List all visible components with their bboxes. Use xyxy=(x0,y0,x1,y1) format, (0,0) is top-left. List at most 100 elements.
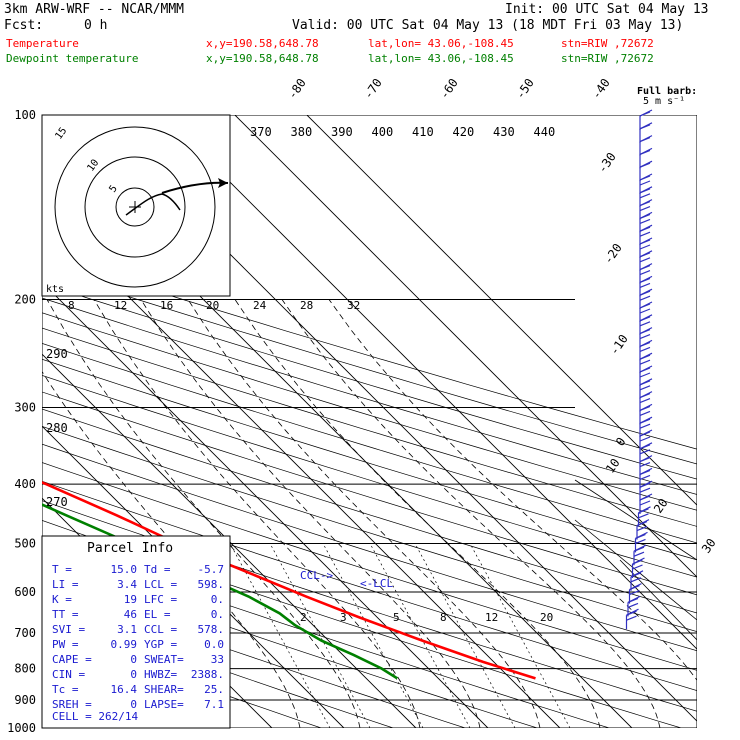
mixing-ratio-top-label: 24 xyxy=(253,299,267,312)
parcel-info-cell: 0 xyxy=(130,653,137,666)
wind-barb xyxy=(639,186,653,207)
parcel-info-cell: 0. xyxy=(211,593,224,606)
parcel-info-cell: 0.0 xyxy=(204,638,224,651)
dry-adiabat-line xyxy=(42,327,697,527)
theta-tick-label: 420 xyxy=(453,125,475,139)
dewpoint-legend-location: x,y=190.58,648.78 xyxy=(206,52,319,65)
parcel-info-cell: LCL = xyxy=(144,578,177,591)
dry-adiabat-line xyxy=(42,500,697,712)
wind-barb xyxy=(639,403,653,425)
wind-barb xyxy=(634,531,648,553)
parcel-info-cell: LFC = xyxy=(144,593,177,606)
temperature-tick-label: 0 xyxy=(613,435,629,449)
wind-barb xyxy=(639,493,653,514)
wind-barb xyxy=(630,570,644,591)
hodograph-frame xyxy=(41,114,231,297)
dry-adiabat-line xyxy=(42,283,697,480)
moist-adiabat-line xyxy=(187,299,541,728)
mixing-ratio-top-label: 16 xyxy=(160,299,173,312)
wind-barb xyxy=(639,275,653,297)
dry-adiabat-line xyxy=(42,480,697,691)
wind-barb xyxy=(639,160,653,182)
valid-time: Valid: 00 UTC Sat 04 May 13 (18 MDT Fri … xyxy=(292,18,683,33)
temperature-tick-label: 10 xyxy=(603,456,623,476)
parcel-info-cell: 3.4 xyxy=(117,578,137,591)
parcel-info-cell: CCL = xyxy=(144,623,177,636)
parcel-info-cell: 0. xyxy=(211,608,224,621)
temperature-tick-label: -20 xyxy=(601,241,625,267)
parcel-info-cell: SWEAT= xyxy=(144,653,184,666)
moist-adiabat-line xyxy=(93,299,421,728)
temperature-legend-station: stn=RIW ,72672 xyxy=(561,37,654,50)
mixing-ratio-label: 5 xyxy=(393,611,400,624)
parcel-info-frame xyxy=(41,535,231,729)
wind-barb xyxy=(639,429,653,450)
hodograph-origin-marker xyxy=(129,201,141,213)
sounding-curves xyxy=(42,481,536,680)
theta-tick-label: 410 xyxy=(412,125,434,139)
wind-barb xyxy=(639,211,653,233)
mixing-ratio-top-label: 8 xyxy=(68,299,75,312)
pressure-tick-label: 300 xyxy=(14,400,36,414)
pressure-tick-label: 200 xyxy=(14,293,36,307)
wind-barb xyxy=(639,416,653,438)
wind-barb xyxy=(639,147,653,169)
dry-adiabat-line xyxy=(42,443,697,652)
isotherm-line xyxy=(162,115,697,650)
dry-adiabat-line xyxy=(42,583,466,728)
hodograph-ring-label-5: 5 xyxy=(107,183,119,194)
full-barb-label: Full barb: xyxy=(637,86,697,97)
parcel-info-cell: SVI = xyxy=(52,623,85,636)
wind-barb xyxy=(639,224,653,246)
hodograph-ring-middle xyxy=(84,156,186,258)
pressure-tick-label: 100 xyxy=(14,108,36,122)
dry-adiabat-line xyxy=(42,605,394,728)
parcel-info-cell: Tc = xyxy=(52,683,79,696)
wind-barb xyxy=(639,391,653,412)
parcel-info-cell: YGP = xyxy=(144,638,177,651)
parcel-info-cell: CIN = xyxy=(52,668,85,681)
parcel-info-cell: PW = xyxy=(52,638,79,651)
temperature-legend-name: Temperature xyxy=(6,37,79,50)
parcel-info-cell: T = xyxy=(52,563,72,576)
isotherm-line xyxy=(306,115,697,506)
mixing-ratio-top-label: 28 xyxy=(300,299,313,312)
parcel-info-cell: SHEAR= xyxy=(144,683,184,696)
parcel-info-title: Parcel Info xyxy=(87,541,173,556)
wind-barb xyxy=(639,442,653,463)
dry-adiabat-line xyxy=(42,268,697,465)
theta-tick-label: 380 xyxy=(291,125,313,139)
parcel-cell-value: CELL = 262/14 xyxy=(52,710,138,723)
wind-barb-column xyxy=(625,109,653,630)
temperature-tick-label: -50 xyxy=(513,76,537,102)
parcel-info-cell: 0.99 xyxy=(111,638,138,651)
isotherm-line xyxy=(42,425,345,728)
parcel-info-cell: CAPE = xyxy=(52,653,92,666)
fcst-label: Fcst: xyxy=(4,18,43,33)
temperature-legend-location: x,y=190.58,648.78 xyxy=(206,37,319,50)
storm-motion-arrowhead xyxy=(218,178,228,188)
moist-adiabat-line xyxy=(234,299,601,728)
wind-barb xyxy=(633,544,647,566)
parcel-info-cell: 598. xyxy=(198,578,225,591)
temperature-tick-label: -70 xyxy=(361,76,385,102)
theta-tick-label: 370 xyxy=(250,125,272,139)
pressure-tick-label: 500 xyxy=(14,536,36,550)
parcel-info-cell: TT = xyxy=(52,608,79,621)
theta-tick-label: 440 xyxy=(534,125,556,139)
temperature-legend-latlon: lat,lon= 43.06,-108.45 xyxy=(368,37,514,50)
temperature-tick-label: -30 xyxy=(595,150,619,176)
isotherm-line xyxy=(42,353,417,728)
hodograph-kts-label: kts xyxy=(46,284,64,295)
temperature-tick-label: 30 xyxy=(699,536,719,556)
parcel-info-cell: LAPSE= xyxy=(144,698,184,711)
parcel-info-cell: -5.7 xyxy=(198,563,225,576)
parcel-info-cell: LI = xyxy=(52,578,79,591)
moist-adiabat-line xyxy=(328,299,697,681)
model-title: 3km ARW-WRF -- NCAR/MMM xyxy=(4,2,184,17)
dry-adiabat-line xyxy=(42,425,697,632)
parcel-info-cell: 33 xyxy=(211,653,224,666)
wind-barb xyxy=(639,237,653,258)
hodograph-ring-inner xyxy=(115,187,155,227)
wind-barb xyxy=(639,135,653,156)
